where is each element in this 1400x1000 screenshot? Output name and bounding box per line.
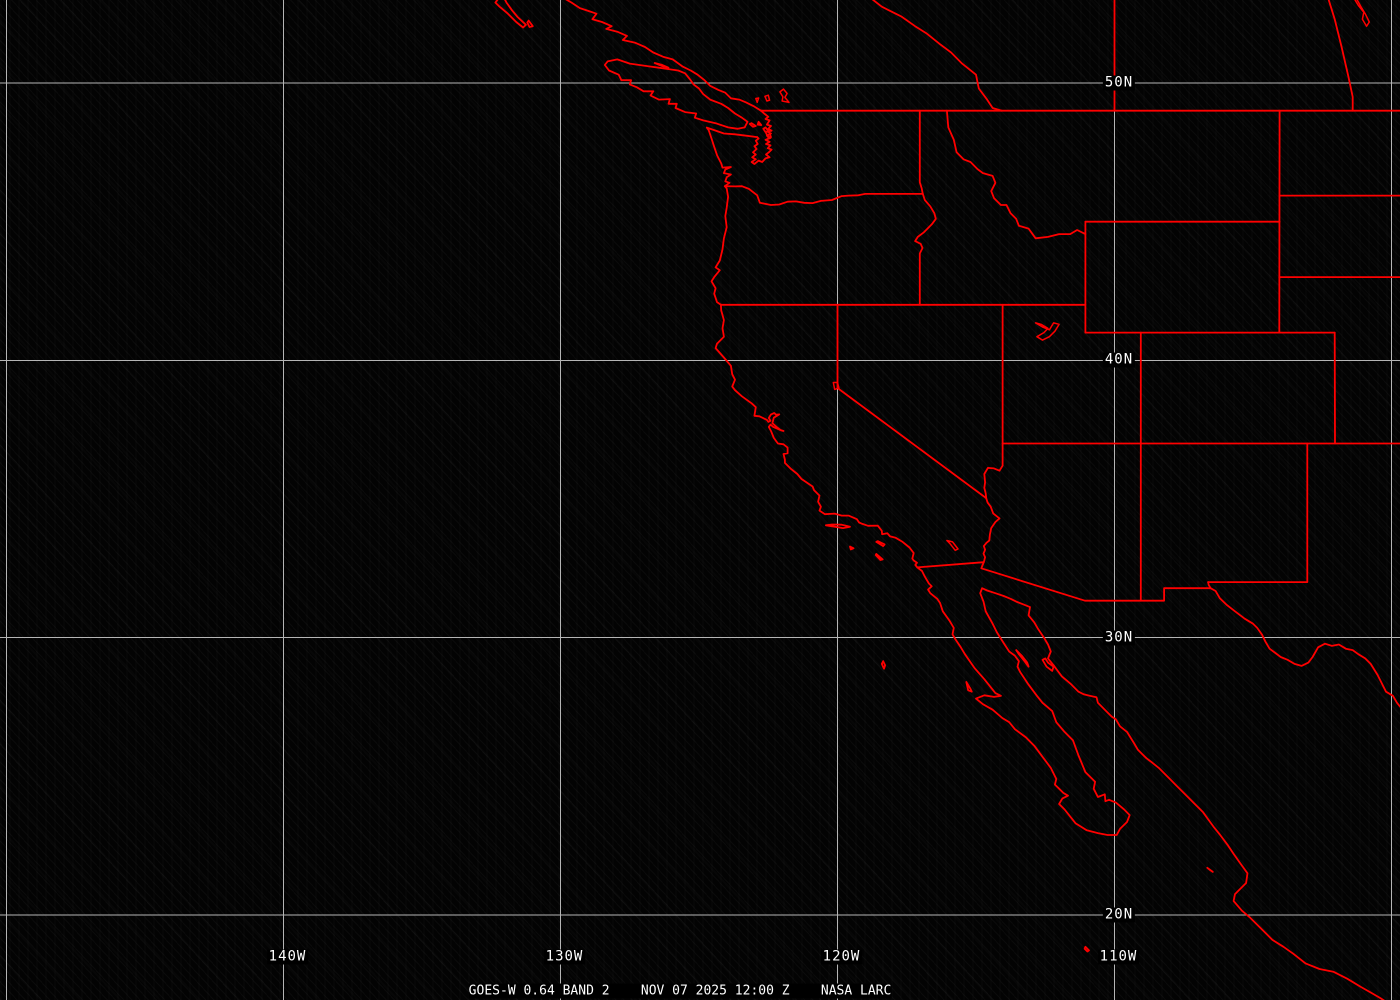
coastline-socorro-island xyxy=(1083,945,1090,953)
coastline-puget-sound xyxy=(750,109,773,165)
lat-label-30n: 30N xyxy=(1102,629,1136,646)
coastline-guadalupe-island xyxy=(880,660,886,670)
coastline-vancouver-island xyxy=(603,58,749,130)
coastline-san-nicolas-island xyxy=(849,545,855,551)
coastline-haida-gwaii-b xyxy=(526,19,534,28)
lon-label-140w: 140W xyxy=(266,948,309,965)
border-california-arizona-colorado-river xyxy=(982,497,1001,564)
border-bc-alberta-divide xyxy=(871,0,1003,112)
coastline-san-juan-island-a xyxy=(748,122,757,128)
coastline-san-clemente-island xyxy=(874,553,884,561)
lon-label-110w: 110W xyxy=(1097,948,1140,965)
lake-harrison-lake xyxy=(779,88,790,104)
coastline-angel-de-la-guarda-island xyxy=(1015,649,1030,668)
coastline-johnstone-islets xyxy=(653,62,670,69)
border-washington-idaho-117w xyxy=(918,109,924,195)
lake-pitt-lake xyxy=(764,94,771,102)
coastline-san-juan-island-b xyxy=(756,120,763,126)
lat-label-40n: 40N xyxy=(1102,351,1136,368)
caption-text: GOES-W 0.64 BAND 2 NOV 07 2025 12:00 Z N… xyxy=(468,983,892,999)
border-california-nevada xyxy=(836,303,988,500)
coastline-cedros-island xyxy=(965,681,973,693)
lake-great-salt-lake xyxy=(1034,322,1060,341)
border-rio-grande xyxy=(1209,587,1400,708)
border-saskatchewan-manitoba xyxy=(1327,0,1354,112)
lat-label-50n: 50N xyxy=(1102,74,1136,91)
coastline-whidbey-island xyxy=(762,126,772,140)
border-us-mexico xyxy=(916,561,1212,602)
coastline-tiburon-island xyxy=(1041,657,1055,672)
coastline-bc-mainland-coast xyxy=(565,0,762,112)
lake-manitoba-lakes xyxy=(1354,0,1371,27)
coastline-tres-marias-islands xyxy=(1206,866,1214,873)
lake-salton-sea xyxy=(946,539,959,552)
coastline-pacific-coast-main xyxy=(705,126,1385,1000)
coastline-haida-gwaii-a xyxy=(494,0,527,29)
border-washington-oregon-columbia-river xyxy=(723,185,924,206)
lat-label-20n: 20N xyxy=(1102,906,1136,923)
border-newmexico-texas-rio xyxy=(1207,581,1212,590)
border-oregon-idaho-snake-river xyxy=(914,192,937,306)
lon-label-130w: 130W xyxy=(543,948,586,965)
lon-label-120w: 120W xyxy=(820,948,863,965)
border-nevada-arizona-colorado-river xyxy=(983,442,1004,500)
lake-indian-arm-inlet xyxy=(755,97,760,104)
coastline-santa-catalina-island xyxy=(875,540,886,547)
border-idaho-montana-divide xyxy=(946,109,1087,240)
lake-lake-tahoe xyxy=(832,381,840,391)
coastline-channel-islands xyxy=(825,523,851,529)
